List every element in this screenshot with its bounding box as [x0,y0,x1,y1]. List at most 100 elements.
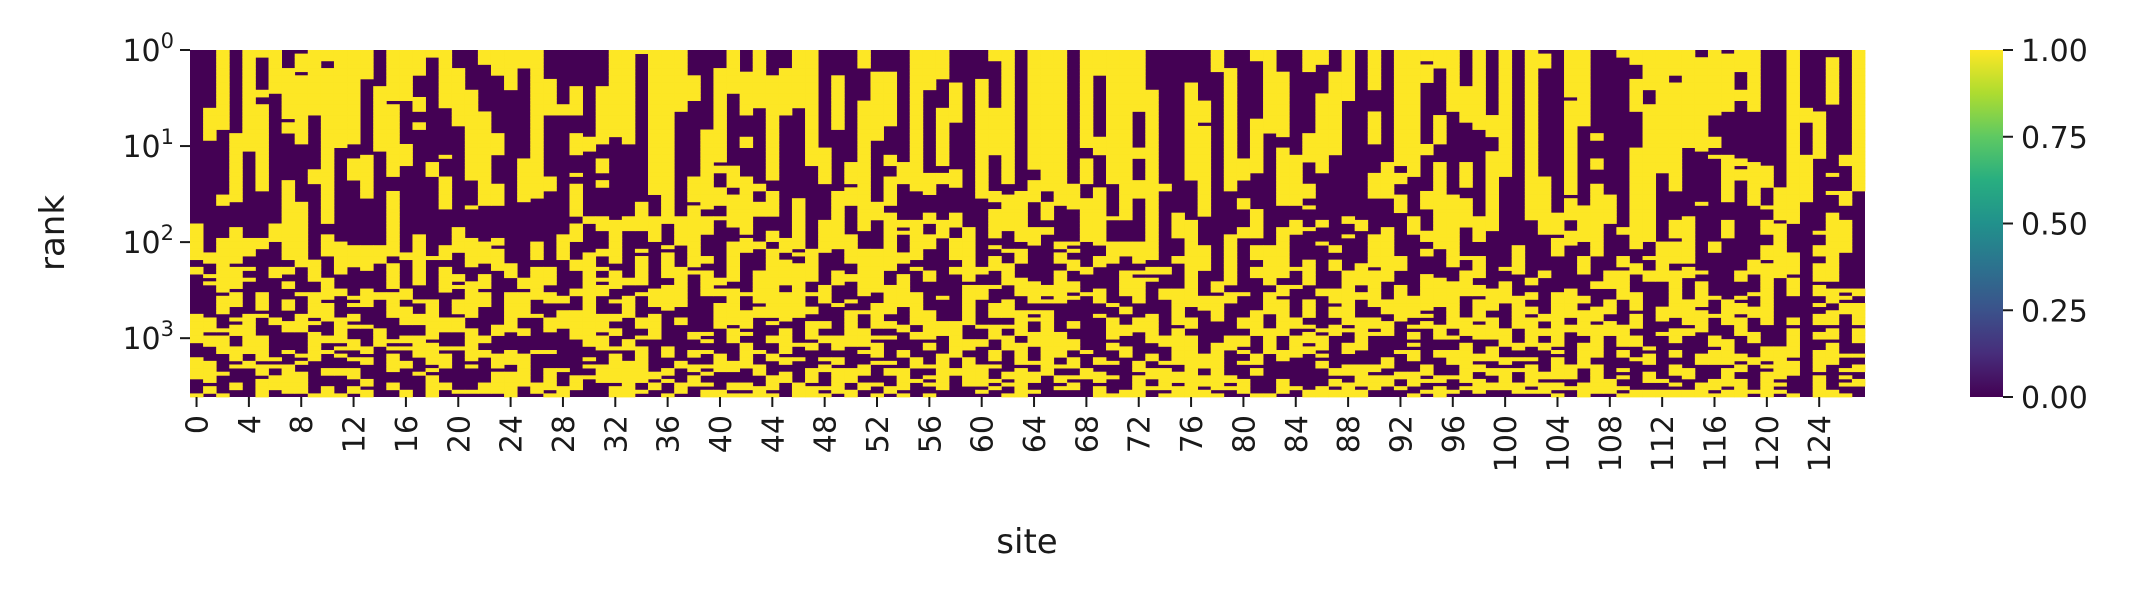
heatmap-cell [648,183,662,188]
heatmap-cell [582,219,597,224]
heatmap-cell [988,386,1002,391]
heatmap-cell [739,360,754,365]
heatmap-cell [1040,68,1055,73]
heatmap-cell [333,118,348,123]
heatmap-cell [648,295,662,300]
heatmap-cell [909,78,924,83]
heatmap-cell [700,230,714,235]
heatmap-cell [1014,328,1028,333]
heatmap-cell [765,382,780,387]
heatmap-cell [857,115,871,120]
heatmap-cell [713,158,727,163]
heatmap-cell [242,360,256,365]
heatmap-cell [517,284,531,289]
heatmap-cell [1433,216,1447,221]
heatmap-cell [1341,317,1356,322]
heatmap-cell [661,104,675,109]
heatmap-cell [1524,342,1539,347]
heatmap-cell [451,237,466,242]
heatmap-cell [1001,310,1015,315]
heatmap-cell [216,339,230,344]
heatmap-cell [909,104,924,109]
heatmap-cell [988,125,1002,130]
heatmap-cell [778,299,793,304]
heatmap-cell [765,284,780,289]
heatmap-cell [1276,256,1290,261]
heatmap-cell [1446,194,1460,199]
heatmap-cell [1001,68,1015,73]
heatmap-cell [1210,313,1225,318]
heatmap-cell [975,133,989,138]
heatmap-cell [1106,82,1120,87]
heatmap-cell [438,183,453,188]
heatmap-cell [1040,165,1055,170]
heatmap-cell [268,53,283,58]
heatmap-cell [687,237,701,242]
heatmap-cell [1354,393,1369,398]
heatmap-cell [1119,393,1133,398]
heatmap-cell [687,176,701,181]
heatmap-cell [1236,389,1251,394]
heatmap-cell [320,140,335,145]
heatmap-cell [1001,125,1015,130]
heatmap-cell [909,248,924,253]
heatmap-cell [1014,378,1028,383]
heatmap-cell [1145,209,1159,214]
heatmap-cell [1524,129,1539,134]
heatmap-cell [281,68,296,73]
heatmap-cell [530,111,544,116]
heatmap-cell [569,201,583,206]
heatmap-cell [216,263,230,268]
heatmap-cell [739,245,754,250]
heatmap-cell [1315,335,1329,340]
heatmap-cell [438,248,453,253]
heatmap-cell [1406,93,1421,98]
heatmap-cell [216,111,230,116]
heatmap-cell [1079,82,1094,87]
heatmap-cell [687,190,701,195]
heatmap-cell [1485,386,1499,391]
heatmap-cell [1027,104,1041,109]
heatmap-cell [1263,104,1277,109]
heatmap-cell [1106,57,1120,62]
heatmap-cell [1263,393,1277,398]
heatmap-cell [857,53,871,58]
heatmap-cell [1328,115,1342,120]
heatmap-cell [857,219,871,224]
heatmap-cell [1524,172,1539,177]
heatmap-cell [556,324,570,329]
heatmap-cell [190,339,204,344]
heatmap-cell [674,317,688,322]
heatmap-cell [1053,259,1068,264]
heatmap-cell [1433,60,1447,65]
heatmap-cell [1106,176,1120,181]
heatmap-cell [1249,151,1264,156]
heatmap-cell [765,158,780,163]
heatmap-cell [1210,382,1225,387]
heatmap-cell [870,89,884,94]
heatmap-cell [347,357,361,362]
heatmap-cell [844,180,858,185]
heatmap-cell [1106,375,1120,380]
heatmap-cell [661,259,675,264]
heatmap-cell [922,183,937,188]
heatmap-cell [347,368,361,373]
heatmap-cell [203,107,217,112]
heatmap-cell [1236,234,1251,239]
heatmap-cell [347,169,361,174]
heatmap-cell [255,172,269,177]
heatmap-cell [975,151,989,156]
heatmap-cell [464,158,479,163]
heatmap-cell [661,60,675,65]
heatmap-cell [1420,57,1434,62]
heatmap-cell [621,133,636,138]
heatmap-cell [294,60,309,65]
heatmap-cell [857,328,871,333]
heatmap-cell [504,310,518,315]
heatmap-cell [1524,324,1539,329]
heatmap-cell [1341,64,1356,69]
heatmap-cell [1472,306,1486,311]
heatmap-cell [883,162,898,167]
heatmap-cell [1001,382,1015,387]
heatmap-cell [1393,284,1408,289]
